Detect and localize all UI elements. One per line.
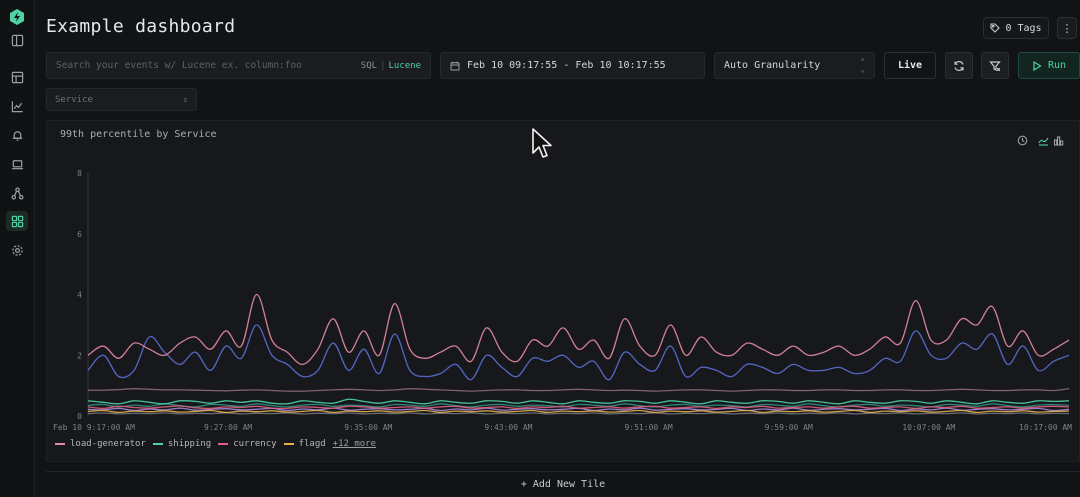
kebab-icon: ⋮ [1061,21,1073,35]
updown-chevron-icon: ⇕ [183,95,188,104]
filter-off-icon [989,60,1001,71]
y-tick-label: 8 [77,169,82,178]
search-grid-icon[interactable] [10,70,24,84]
y-tick-label: 0 [77,412,82,421]
series-line-series-mauve [87,388,1070,392]
x-tick-label: 9:35:00 AM [344,423,392,432]
y-tick-label: 4 [77,291,82,300]
series-line-currency [87,405,1070,410]
y-tick-label: 6 [77,230,82,239]
page-title: Example dashboard [46,16,236,37]
chart-icon[interactable] [10,99,24,113]
tile-title: 99th percentile by Service [60,129,217,140]
dashboards-icon[interactable] [6,211,28,231]
tile-actions [1017,135,1064,146]
series-line-series-gray [87,412,1070,415]
legend-item[interactable]: currency [218,439,277,449]
laptop-icon[interactable] [10,157,24,171]
granularity-select[interactable]: Auto Granularity ⌃ ⌄ [714,52,875,79]
logo-icon[interactable] [9,9,25,25]
series-line-load-generator [87,293,1070,366]
x-tick-label: 10:07:00 AM [902,423,955,432]
network-icon[interactable] [10,186,24,200]
refresh-button[interactable] [945,52,973,79]
bar-chart-toggle-icon[interactable] [1053,135,1064,146]
legend-swatch [283,443,294,445]
bell-icon[interactable] [10,128,24,142]
legend-label: load-generator [70,439,146,449]
query-language-toggle[interactable]: SQL | Lucene [361,61,421,71]
line-chart[interactable]: 0 2 4 6 8 Feb 10 9:17:00 AM 9:27:00 AM 9:35:00 … [47,159,1080,439]
tags-button[interactable]: 0 Tags [983,17,1049,39]
chart-tile[interactable]: 99th percentile by Service 0 2 4 6 8 Feb 10 9… [46,120,1080,462]
legend-label: shipping [167,439,212,449]
legend-item[interactable]: load-generator [55,439,146,449]
series-line-series-teal [87,403,1070,408]
run-label: Run [1047,60,1067,71]
service-placeholder: Service [55,94,93,105]
legend-label: flagd [298,439,326,449]
legend-item[interactable]: flagd [283,439,326,449]
lang-separator: | [380,60,386,71]
live-button[interactable]: Live [884,52,936,79]
refresh-icon [954,60,964,71]
legend-swatch [152,443,163,445]
lang-lucene[interactable]: Lucene [388,60,421,71]
date-range-value: Feb 10 09:17:55 - Feb 10 10:17:55 [467,60,666,71]
search-input[interactable] [56,60,361,71]
x-tick-label: Feb 10 9:17:00 AM [53,423,135,432]
clock-icon[interactable] [1017,135,1028,146]
series-line-flagd [87,409,1070,414]
date-range-picker[interactable]: Feb 10 09:17:55 - Feb 10 10:17:55 [440,52,705,79]
play-icon [1033,60,1042,71]
legend-swatch [218,443,229,445]
add-new-tile-button[interactable]: + Add New Tile [46,471,1080,497]
x-tick-label: 10:17:00 AM [1019,423,1072,432]
series-line-series-blue [87,324,1070,381]
legend-label: currency [233,439,277,449]
x-tick-label: 9:43:00 AM [484,423,532,432]
updown-chevron-icon: ⌃ ⌄ [860,56,865,74]
legend-item[interactable]: shipping [152,439,212,449]
left-rail [0,0,35,497]
x-tick-label: 9:51:00 AM [624,423,672,432]
run-button[interactable]: Run [1018,52,1080,79]
x-tick-label: 9:27:00 AM [204,423,252,432]
collapse-icon[interactable] [10,33,24,47]
gear-icon[interactable] [10,243,24,257]
calendar-icon [450,61,460,70]
line-chart-toggle-icon[interactable] [1038,135,1049,146]
granularity-value: Auto Granularity [724,60,821,71]
service-filter-select[interactable]: Service ⇕ [46,88,197,111]
search-bar[interactable]: SQL|Lucene [46,52,431,79]
y-tick-label: 2 [77,351,82,360]
legend-more-link[interactable]: +12 more [332,439,377,449]
series-line-shipping [87,398,1070,405]
more-options-button[interactable]: ⋮ [1057,17,1077,39]
x-tick-label: 9:59:00 AM [765,423,813,432]
mouse-cursor-icon [532,128,552,158]
tag-icon [990,23,1001,33]
chart-legend: load-generator shipping currency flagd +12 m… [55,439,376,449]
filter-button[interactable] [981,52,1009,79]
lang-sql[interactable]: SQL [360,60,378,71]
tags-label: 0 Tags [1005,22,1042,34]
legend-swatch [55,443,65,445]
